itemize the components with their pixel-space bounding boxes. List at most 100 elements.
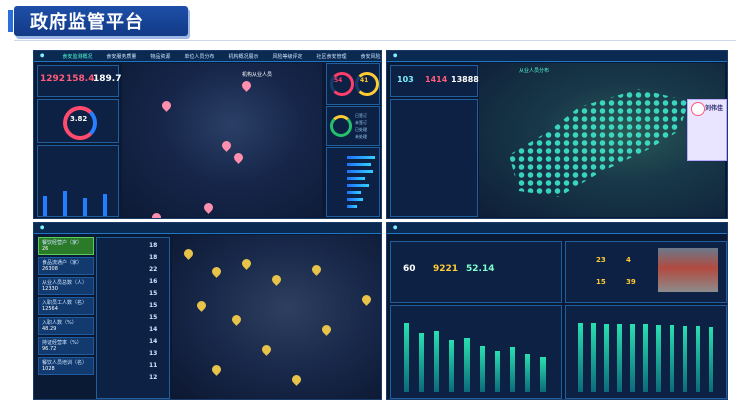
- legend-item: 已处理: [355, 127, 367, 132]
- hbar: [347, 156, 375, 159]
- tab-item[interactable]: 物品资源: [150, 53, 171, 60]
- map-pin-icon[interactable]: [182, 247, 195, 260]
- map-pin-icon[interactable]: [240, 257, 253, 270]
- tab-item[interactable]: 食安服务质量: [106, 53, 137, 60]
- chart-bar: [617, 323, 622, 392]
- hbar: [347, 205, 357, 208]
- kpi-box: 103 1414 13888: [390, 65, 479, 97]
- marker-cluster: [509, 89, 689, 197]
- kpi-value: 1414: [425, 75, 448, 84]
- tab-item[interactable]: 食安风险: [360, 53, 381, 60]
- screenshot-enterprise-stats: ⬢ 60 9221 52.14 23 4 15 39: [386, 222, 728, 400]
- screenshot-dashboard-overview: ⬢ 食安监测概况 食安服务质量 物品资源 单位人员分布 机构概况展示 风险等级评…: [33, 50, 382, 219]
- kpi-value: 52.14: [466, 264, 495, 274]
- map-pin-icon[interactable]: [210, 363, 223, 376]
- ring-box: 3.82: [37, 99, 119, 143]
- map-pin-icon[interactable]: [310, 263, 323, 276]
- tab-item[interactable]: 风险等级评定: [272, 53, 303, 60]
- kpi-value: 9221: [433, 264, 459, 274]
- hbar: [347, 177, 365, 180]
- chart-bar: [577, 322, 583, 392]
- top-navbar: ⬢: [387, 51, 727, 62]
- rank-value: 15: [149, 302, 158, 309]
- kpi-box: 1292 158.4 189.7: [37, 65, 122, 97]
- sidebar-stat[interactable]: 餐饮经营户（家） 26: [38, 237, 94, 255]
- tab-item[interactable]: 单位人员分布: [184, 53, 215, 60]
- map-pin-icon[interactable]: [220, 139, 233, 152]
- kpi-value: 158.4: [66, 74, 95, 84]
- rank-value: 16: [149, 278, 158, 285]
- mini-bar: [63, 191, 67, 216]
- top-navbar: ⬢: [34, 223, 381, 234]
- map-pin-icon[interactable]: [230, 313, 243, 326]
- chart-bar: [403, 322, 409, 392]
- chart-bar: [656, 325, 662, 392]
- kpi-value: 60: [403, 264, 416, 274]
- chart-bar: [643, 324, 648, 392]
- sidebar-stat[interactable]: 持证经营率（%） 96.72: [38, 337, 94, 355]
- logo: ⬢: [40, 225, 45, 231]
- avatar: [691, 102, 705, 116]
- donut-chart: [330, 115, 352, 137]
- kpi-value: 1292: [40, 74, 66, 84]
- kpi-value: 189.7: [93, 74, 122, 84]
- map-pin-icon[interactable]: [150, 211, 163, 218]
- rank-value: 14: [149, 326, 158, 333]
- sidebar-stat[interactable]: 餐饮人员培训（名） 1028: [38, 357, 94, 375]
- rank-value: 15: [149, 314, 158, 321]
- map-pin-icon[interactable]: [232, 151, 245, 164]
- hbar: [347, 198, 363, 201]
- stat-value: 4: [626, 256, 631, 264]
- map-pin-icon[interactable]: [270, 273, 283, 286]
- stat-value: 23: [596, 256, 606, 264]
- map-pin-icon[interactable]: [320, 323, 333, 336]
- tab-item[interactable]: 食安监测概况: [62, 53, 93, 60]
- map-pin-icon[interactable]: [202, 201, 215, 214]
- person-card[interactable]: 刘伟佳: [687, 99, 727, 161]
- gauge-ring: [355, 72, 379, 96]
- map-pin-icon[interactable]: [260, 343, 273, 356]
- tab-item[interactable]: 社区食安管理: [316, 53, 347, 60]
- stats-box: [37, 145, 119, 217]
- record-list: [390, 99, 478, 217]
- map-pin-icon[interactable]: [210, 265, 223, 278]
- title-accent: [8, 10, 13, 32]
- city-map[interactable]: 机构从业人员: [122, 63, 322, 218]
- cert-map[interactable]: [172, 235, 381, 399]
- staff-map[interactable]: 从业人员分布: [479, 63, 725, 217]
- bar-chart: [399, 316, 551, 392]
- rank-value: 15: [149, 290, 158, 297]
- chart-bar: [433, 331, 440, 392]
- rank-value: 18: [149, 254, 158, 261]
- tab-item[interactable]: 机构概况展示: [228, 53, 259, 60]
- hbar-box: [326, 147, 380, 217]
- sidebar-stat[interactable]: 食品流通户（家） 26308: [38, 257, 94, 275]
- gauge-value: 54: [334, 77, 343, 84]
- sidebar-stat[interactable]: 从业人员总数（人） 12330: [38, 277, 94, 295]
- map-pin-icon[interactable]: [160, 99, 173, 112]
- map-pin-icon[interactable]: [360, 293, 373, 306]
- rank-value: 18: [149, 242, 158, 249]
- sidebar-stat[interactable]: 入职员工人数（名） 12564: [38, 297, 94, 315]
- bar-chart-right: [565, 305, 727, 399]
- stat-value: 39: [626, 278, 636, 286]
- map-pin-icon[interactable]: [290, 373, 303, 386]
- person-name: 刘伟佳: [705, 105, 724, 112]
- stats-box: 23 4 15 39: [565, 241, 727, 303]
- rank-value: 12: [149, 374, 158, 381]
- ring-chart: [63, 106, 97, 140]
- logo: ⬢: [40, 53, 45, 59]
- map-pin-icon[interactable]: [195, 299, 208, 312]
- chart-bar: [708, 326, 714, 392]
- hbar: [347, 170, 373, 173]
- map-pin-icon[interactable]: [240, 79, 253, 92]
- sidebar-stat[interactable]: 入职人数（%） 48.29: [38, 317, 94, 335]
- kpi-value: 103: [397, 75, 414, 84]
- screenshot-staff-distribution: ⬢ 103 1414 13888 从业人员分布 刘伟佳: [386, 50, 728, 219]
- map-label: 从业人员分布: [519, 68, 550, 74]
- logo: ⬢: [393, 53, 398, 59]
- rank-value: 11: [149, 362, 158, 369]
- building-photo: [658, 248, 718, 292]
- screenshot-certificate-distribution: ⬢ 餐饮经营户（家） 26 食品流通户（家） 26308 从业人员总数（人） 1233…: [33, 222, 382, 400]
- gauge-box: 54 41: [326, 63, 380, 105]
